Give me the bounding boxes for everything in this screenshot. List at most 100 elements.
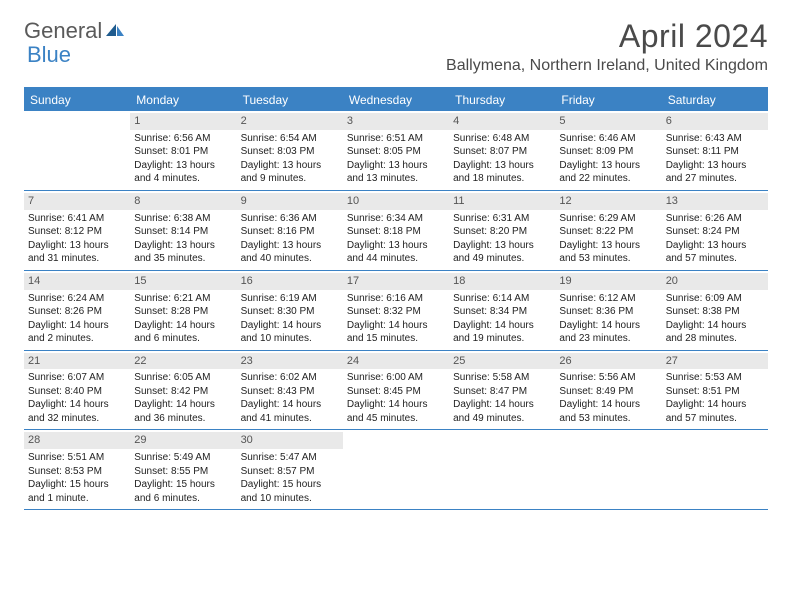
day-info-line: Sunset: 8:28 PM [134,305,232,319]
day-number: 29 [130,432,236,449]
day-header: Friday [555,89,661,111]
day-number: 4 [449,113,555,130]
day-info-line: Daylight: 14 hours and 36 minutes. [134,398,232,425]
day-cell: 13Sunrise: 6:26 AMSunset: 8:24 PMDayligh… [662,191,768,270]
day-info-line: Sunset: 8:03 PM [241,145,339,159]
day-cell [24,111,130,190]
day-info-line: Sunrise: 6:46 AM [559,132,657,146]
day-info-line: Daylight: 14 hours and 19 minutes. [453,319,551,346]
day-cell: 1Sunrise: 6:56 AMSunset: 8:01 PMDaylight… [130,111,236,190]
day-info-line: Sunrise: 5:53 AM [666,371,764,385]
day-info-line: Daylight: 13 hours and 44 minutes. [347,239,445,266]
day-info-line: Sunrise: 5:49 AM [134,451,232,465]
day-info-line: Daylight: 13 hours and 49 minutes. [453,239,551,266]
day-info-line: Daylight: 13 hours and 53 minutes. [559,239,657,266]
day-headers-row: SundayMondayTuesdayWednesdayThursdayFrid… [24,89,768,111]
header: General April 2024 Ballymena, Northern I… [0,0,792,79]
day-info-line: Sunset: 8:11 PM [666,145,764,159]
day-info-line: Sunset: 8:14 PM [134,225,232,239]
day-number: 27 [662,353,768,370]
day-cell: 7Sunrise: 6:41 AMSunset: 8:12 PMDaylight… [24,191,130,270]
day-info-line: Daylight: 15 hours and 1 minute. [28,478,126,505]
day-cell: 2Sunrise: 6:54 AMSunset: 8:03 PMDaylight… [237,111,343,190]
day-info-line: Sunrise: 6:51 AM [347,132,445,146]
week-row: 14Sunrise: 6:24 AMSunset: 8:26 PMDayligh… [24,271,768,351]
day-number: 17 [343,273,449,290]
day-number: 20 [662,273,768,290]
day-number: 11 [449,193,555,210]
day-info-line: Sunrise: 6:00 AM [347,371,445,385]
day-info-line: Sunrise: 6:16 AM [347,292,445,306]
day-number: 13 [662,193,768,210]
day-info-line: Daylight: 14 hours and 10 minutes. [241,319,339,346]
day-info-line: Daylight: 13 hours and 31 minutes. [28,239,126,266]
week-row: 7Sunrise: 6:41 AMSunset: 8:12 PMDaylight… [24,191,768,271]
day-cell: 25Sunrise: 5:58 AMSunset: 8:47 PMDayligh… [449,351,555,430]
day-cell: 12Sunrise: 6:29 AMSunset: 8:22 PMDayligh… [555,191,661,270]
day-info-line: Sunset: 8:51 PM [666,385,764,399]
day-info-line: Daylight: 13 hours and 27 minutes. [666,159,764,186]
day-number: 23 [237,353,343,370]
day-number: 7 [24,193,130,210]
day-cell [343,430,449,509]
day-number: 24 [343,353,449,370]
day-header: Thursday [449,89,555,111]
week-row: 21Sunrise: 6:07 AMSunset: 8:40 PMDayligh… [24,351,768,431]
day-header: Monday [130,89,236,111]
day-info-line: Sunrise: 6:34 AM [347,212,445,226]
day-info-line: Sunrise: 6:21 AM [134,292,232,306]
day-number: 3 [343,113,449,130]
day-info-line: Sunrise: 6:38 AM [134,212,232,226]
day-info-line: Sunset: 8:47 PM [453,385,551,399]
day-number: 15 [130,273,236,290]
day-number: 9 [237,193,343,210]
day-number: 2 [237,113,343,130]
day-cell: 3Sunrise: 6:51 AMSunset: 8:05 PMDaylight… [343,111,449,190]
day-info-line: Sunset: 8:26 PM [28,305,126,319]
day-info-line: Sunrise: 6:26 AM [666,212,764,226]
day-cell: 14Sunrise: 6:24 AMSunset: 8:26 PMDayligh… [24,271,130,350]
day-info-line: Daylight: 15 hours and 6 minutes. [134,478,232,505]
day-info-line: Sunrise: 5:47 AM [241,451,339,465]
day-number: 26 [555,353,661,370]
day-info-line: Sunset: 8:42 PM [134,385,232,399]
day-info-line: Sunrise: 5:58 AM [453,371,551,385]
day-info-line: Daylight: 14 hours and 32 minutes. [28,398,126,425]
day-info-line: Daylight: 14 hours and 6 minutes. [134,319,232,346]
day-cell: 15 Sunrise: 6:21 AMSunset: 8:28 PMDayligh… [130,271,236,350]
day-info-line: Daylight: 14 hours and 57 minutes. [666,398,764,425]
day-info-line: Sunrise: 6:12 AM [559,292,657,306]
day-cell: 22Sunrise: 6:05 AMSunset: 8:42 PMDayligh… [130,351,236,430]
day-info-line: Daylight: 13 hours and 13 minutes. [347,159,445,186]
day-info-line: Sunset: 8:20 PM [453,225,551,239]
day-info-line: Sunset: 8:49 PM [559,385,657,399]
day-cell: 29Sunrise: 5:49 AMSunset: 8:55 PMDayligh… [130,430,236,509]
day-cell: 9Sunrise: 6:36 AMSunset: 8:16 PMDaylight… [237,191,343,270]
day-info-line: Sunrise: 6:24 AM [28,292,126,306]
day-info-line: Sunset: 8:57 PM [241,465,339,479]
day-info-line: Sunset: 8:34 PM [453,305,551,319]
day-info-line: Sunrise: 6:07 AM [28,371,126,385]
day-cell: 18Sunrise: 6:14 AMSunset: 8:34 PMDayligh… [449,271,555,350]
day-header: Saturday [662,89,768,111]
day-info-line: Sunset: 8:01 PM [134,145,232,159]
day-cell: 21Sunrise: 6:07 AMSunset: 8:40 PMDayligh… [24,351,130,430]
day-cell [555,430,661,509]
logo-text-2: Blue [27,42,71,68]
day-info-line: Daylight: 13 hours and 40 minutes. [241,239,339,266]
day-info-line: Sunset: 8:12 PM [28,225,126,239]
day-cell: 11Sunrise: 6:31 AMSunset: 8:20 PMDayligh… [449,191,555,270]
day-info-line: Daylight: 14 hours and 2 minutes. [28,319,126,346]
day-info-line: Daylight: 14 hours and 15 minutes. [347,319,445,346]
week-row: 28Sunrise: 5:51 AMSunset: 8:53 PMDayligh… [24,430,768,510]
calendar: SundayMondayTuesdayWednesdayThursdayFrid… [24,87,768,510]
day-number: 1 [130,113,236,130]
day-info-line: Sunset: 8:16 PM [241,225,339,239]
day-info-line: Sunrise: 6:19 AM [241,292,339,306]
day-cell: 28Sunrise: 5:51 AMSunset: 8:53 PMDayligh… [24,430,130,509]
day-cell: 10Sunrise: 6:34 AMSunset: 8:18 PMDayligh… [343,191,449,270]
month-title: April 2024 [446,18,768,55]
day-cell [662,430,768,509]
day-cell: 27Sunrise: 5:53 AMSunset: 8:51 PMDayligh… [662,351,768,430]
day-info-line: Daylight: 13 hours and 18 minutes. [453,159,551,186]
